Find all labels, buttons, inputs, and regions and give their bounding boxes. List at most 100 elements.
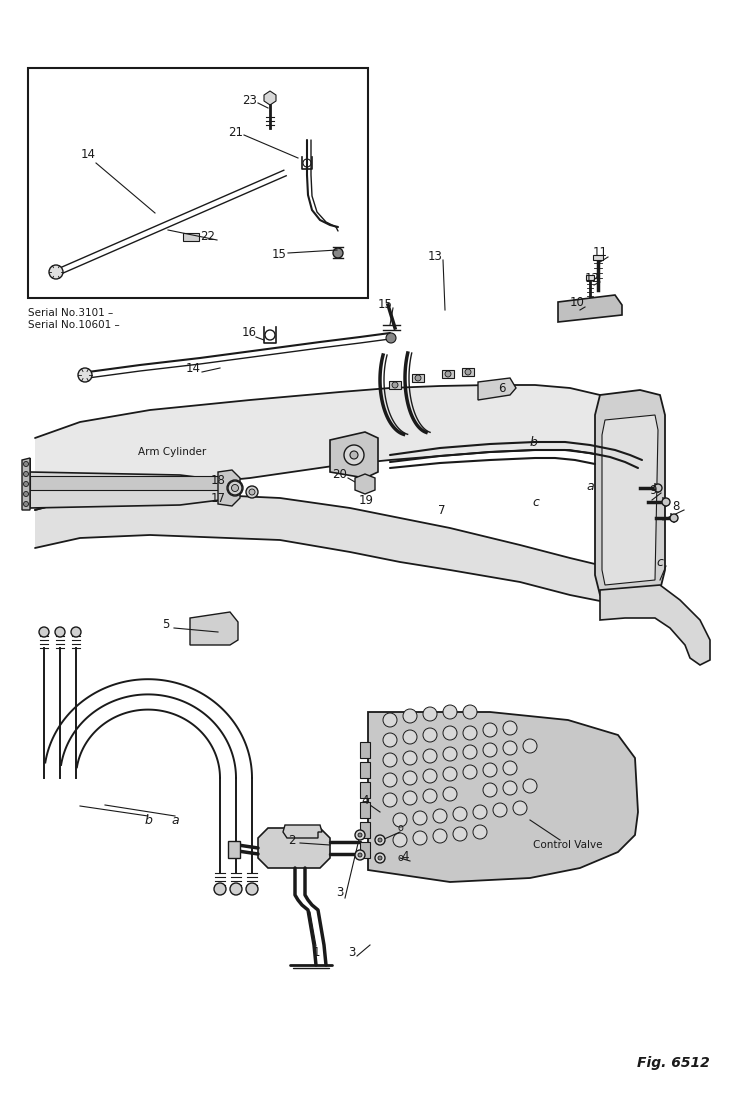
Text: 1: 1 xyxy=(312,946,320,959)
Circle shape xyxy=(383,773,397,787)
Text: Arm Cylinder: Arm Cylinder xyxy=(138,446,206,457)
Circle shape xyxy=(423,749,437,764)
Circle shape xyxy=(333,248,343,258)
Circle shape xyxy=(355,830,365,840)
Circle shape xyxy=(232,485,238,491)
Circle shape xyxy=(445,371,451,377)
Text: 14: 14 xyxy=(80,148,96,161)
Circle shape xyxy=(423,706,437,721)
Circle shape xyxy=(246,883,258,895)
Circle shape xyxy=(378,838,382,842)
Circle shape xyxy=(23,491,28,497)
Text: Control Valve: Control Valve xyxy=(533,840,603,850)
Text: b: b xyxy=(144,814,152,826)
Circle shape xyxy=(403,791,417,805)
Circle shape xyxy=(443,787,457,801)
Circle shape xyxy=(503,721,517,735)
Circle shape xyxy=(423,728,437,742)
Polygon shape xyxy=(442,370,454,378)
Polygon shape xyxy=(412,374,424,382)
Circle shape xyxy=(523,739,537,753)
Polygon shape xyxy=(35,385,615,510)
Circle shape xyxy=(503,761,517,774)
Circle shape xyxy=(443,747,457,761)
Polygon shape xyxy=(595,391,665,600)
Text: 15: 15 xyxy=(272,249,286,261)
Circle shape xyxy=(463,745,477,759)
Circle shape xyxy=(403,751,417,765)
Circle shape xyxy=(246,486,258,498)
Circle shape xyxy=(670,514,678,522)
Text: c: c xyxy=(657,555,664,568)
Text: o: o xyxy=(397,823,403,833)
Circle shape xyxy=(443,767,457,781)
Circle shape xyxy=(503,740,517,755)
Polygon shape xyxy=(218,470,240,506)
Text: 3: 3 xyxy=(336,886,344,900)
Text: 23: 23 xyxy=(243,93,258,106)
Circle shape xyxy=(453,807,467,821)
Circle shape xyxy=(463,726,477,740)
Text: 16: 16 xyxy=(241,327,256,339)
Text: 6: 6 xyxy=(498,382,506,395)
Polygon shape xyxy=(283,825,322,838)
Circle shape xyxy=(433,808,447,823)
Text: a: a xyxy=(172,814,179,826)
Circle shape xyxy=(473,825,487,839)
Polygon shape xyxy=(30,459,230,508)
Text: Serial No.3101 –
Serial No.10601 –: Serial No.3101 – Serial No.10601 – xyxy=(28,308,120,329)
Circle shape xyxy=(403,730,417,744)
Text: 4: 4 xyxy=(361,793,369,806)
Circle shape xyxy=(227,480,243,496)
Circle shape xyxy=(443,726,457,740)
Circle shape xyxy=(49,265,63,279)
Polygon shape xyxy=(360,762,370,778)
Text: c: c xyxy=(533,496,539,509)
Text: 19: 19 xyxy=(359,494,374,507)
Text: 5: 5 xyxy=(163,619,170,632)
Polygon shape xyxy=(600,585,710,665)
Text: a: a xyxy=(586,480,594,494)
Text: 4: 4 xyxy=(401,850,409,863)
Circle shape xyxy=(231,485,238,491)
Text: 3: 3 xyxy=(348,947,356,960)
Polygon shape xyxy=(228,841,240,858)
Circle shape xyxy=(453,827,467,841)
Circle shape xyxy=(403,771,417,785)
Circle shape xyxy=(423,769,437,783)
Text: o: o xyxy=(397,853,403,863)
Circle shape xyxy=(654,484,662,491)
Circle shape xyxy=(71,627,81,637)
Circle shape xyxy=(23,472,28,476)
Circle shape xyxy=(23,462,28,466)
Circle shape xyxy=(358,853,362,857)
Text: 9: 9 xyxy=(649,484,657,497)
Circle shape xyxy=(386,333,396,343)
Text: 8: 8 xyxy=(673,499,679,512)
Circle shape xyxy=(423,789,437,803)
Circle shape xyxy=(55,627,65,637)
Circle shape xyxy=(393,813,407,827)
Circle shape xyxy=(413,811,427,825)
Circle shape xyxy=(230,883,242,895)
Circle shape xyxy=(78,367,92,382)
Polygon shape xyxy=(593,255,603,260)
Polygon shape xyxy=(462,367,474,376)
Polygon shape xyxy=(389,381,401,389)
Polygon shape xyxy=(30,476,220,490)
Circle shape xyxy=(483,743,497,757)
Circle shape xyxy=(513,801,527,815)
Circle shape xyxy=(392,382,398,388)
Polygon shape xyxy=(360,782,370,798)
Text: 15: 15 xyxy=(377,298,392,312)
Circle shape xyxy=(23,501,28,507)
Circle shape xyxy=(483,723,497,737)
Circle shape xyxy=(378,856,382,860)
Text: b: b xyxy=(529,436,537,449)
Circle shape xyxy=(249,489,255,495)
Circle shape xyxy=(383,793,397,807)
Circle shape xyxy=(413,832,427,845)
Polygon shape xyxy=(35,491,620,606)
Circle shape xyxy=(465,369,471,375)
Circle shape xyxy=(483,764,497,777)
